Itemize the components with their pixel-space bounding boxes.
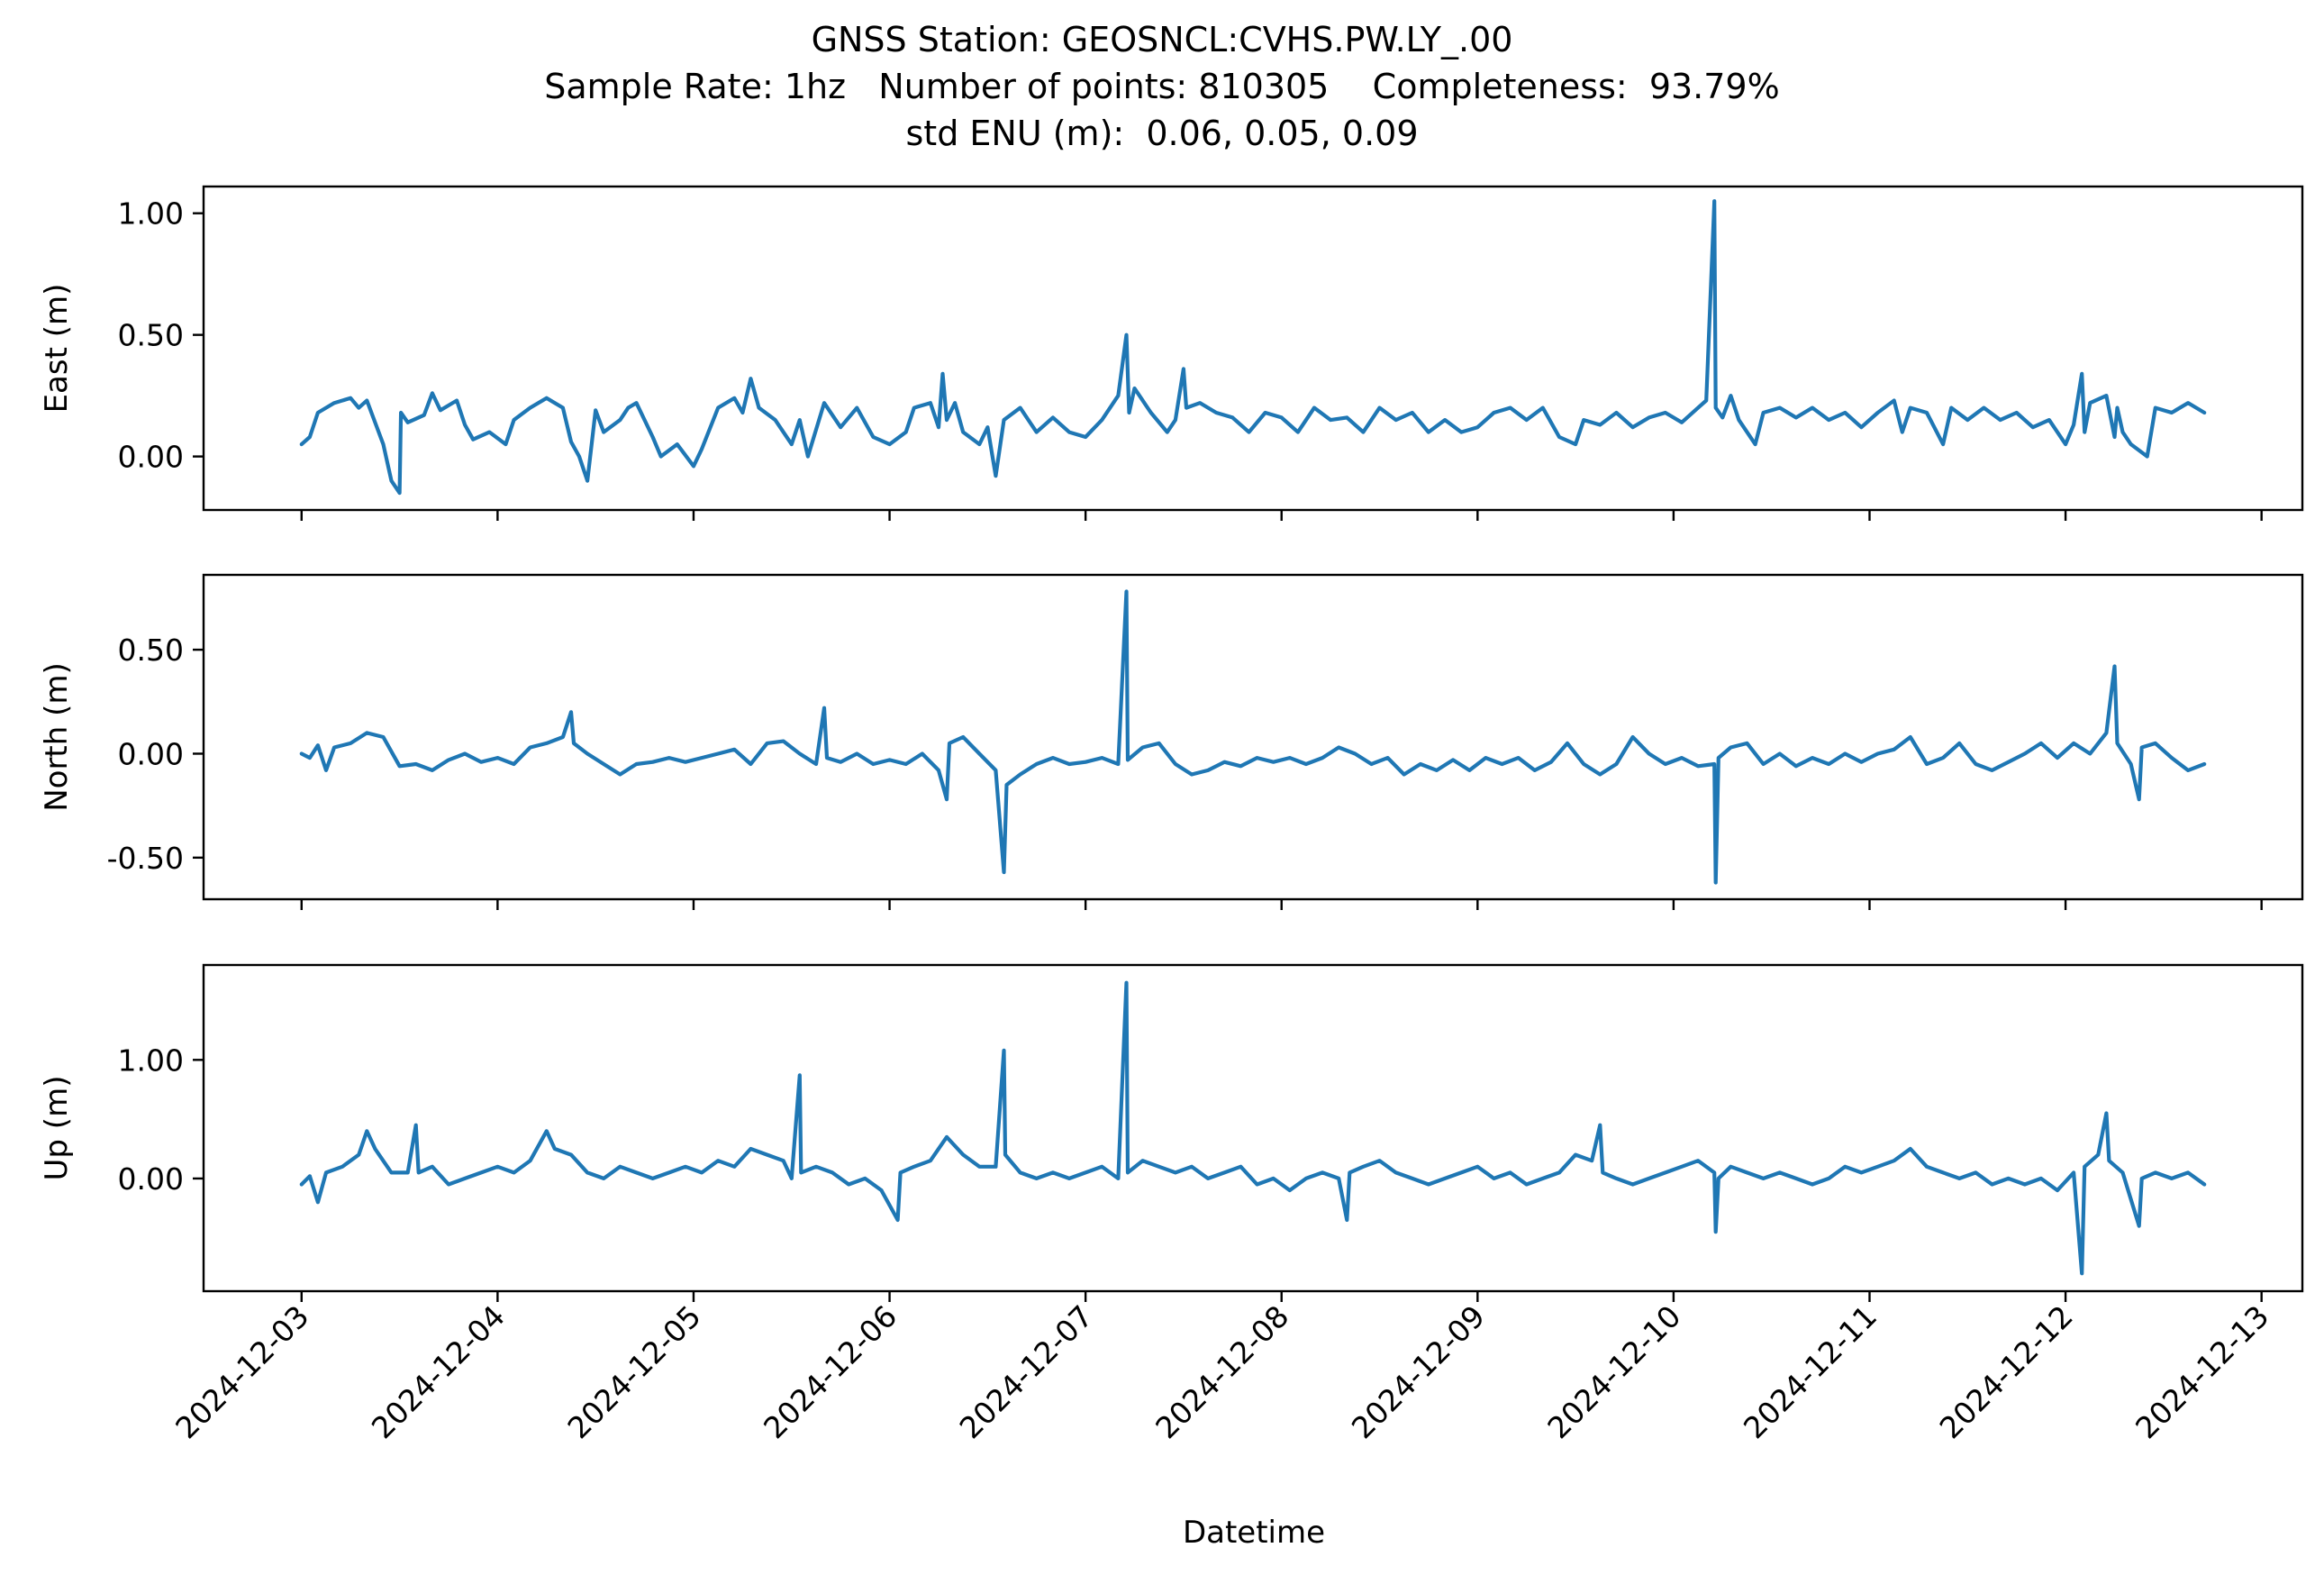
y-tick-label-2-1: 1.00 [118, 1042, 184, 1078]
y-tick-label-0-2: 1.00 [118, 196, 184, 232]
x-tick-label-7: 2024-12-10 [1540, 1298, 1687, 1445]
y-axis-label-2: Up (m) [39, 1076, 75, 1181]
y-tick-label-2-0: 0.00 [118, 1161, 184, 1197]
x-tick-label-9: 2024-12-12 [1933, 1298, 2080, 1445]
x-tick-label-0: 2024-12-03 [168, 1298, 315, 1445]
y-tick-label-0-0: 0.00 [118, 440, 184, 475]
series-line-0 [299, 199, 2207, 496]
chart-title: GNSS Station: GEOSNCL:CVHS.PW.LY_.00 [811, 20, 1513, 59]
panel-1: -0.50 0.00 0.50 North (m) [39, 573, 2304, 910]
x-tick-label-1: 2024-12-04 [365, 1298, 512, 1445]
series-line-1 [299, 589, 2207, 885]
panel-2: 0.00 1.00 Up (m) 2024-12-03 2024-12-04 2024-1… [39, 963, 2304, 1445]
x-tick-label-3: 2024-12-06 [757, 1298, 903, 1445]
x-axis-label: Datetime [1183, 1515, 1325, 1551]
axes-frame-1 [202, 573, 2304, 901]
axes-frame-2 [202, 963, 2304, 1293]
x-tick-label-8: 2024-12-11 [1737, 1298, 1884, 1445]
y-tick-label-1-0: -0.50 [107, 841, 184, 876]
x-tick-label-5: 2024-12-08 [1148, 1298, 1295, 1445]
x-tick-label-6: 2024-12-09 [1345, 1298, 1492, 1445]
y-axis-label-0: East (m) [39, 284, 75, 414]
x-tick-label-2: 2024-12-05 [560, 1298, 707, 1445]
axes-frame-0 [202, 185, 2304, 512]
series-line-2 [299, 980, 2207, 1276]
chart-subtitle-sample-info: Sample Rate: 1hz Number of points: 81030… [544, 67, 1780, 106]
x-tick-label-10: 2024-12-13 [2129, 1298, 2275, 1445]
y-tick-label-1-1: 0.00 [118, 736, 184, 771]
y-axis-label-1: North (m) [39, 662, 75, 812]
y-tick-label-0-1: 0.50 [118, 318, 184, 353]
x-tick-label-4: 2024-12-07 [953, 1298, 1100, 1445]
panel-0: 0.00 0.50 1.00 East (m) [39, 185, 2304, 521]
y-tick-label-1-2: 0.50 [118, 633, 184, 668]
chart-subtitle-std: std ENU (m): 0.06, 0.05, 0.09 [905, 114, 1419, 153]
